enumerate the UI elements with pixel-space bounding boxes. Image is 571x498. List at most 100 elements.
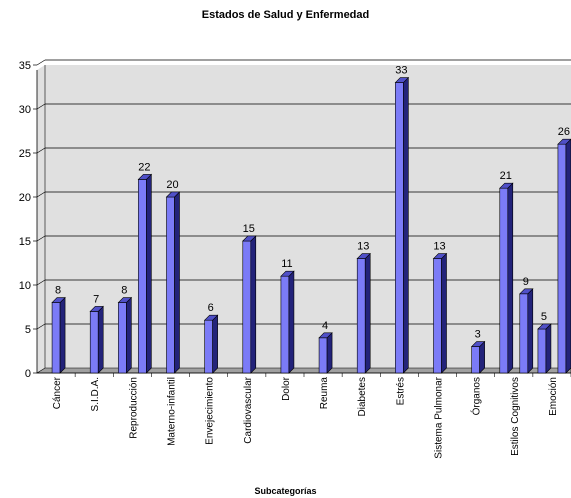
bar-top [117, 297, 133, 303]
gridline-depth [36, 103, 46, 110]
data-label: 4 [322, 320, 328, 332]
data-label: 9 [523, 276, 529, 288]
x-tick-label: Diabetes [357, 377, 368, 416]
bar-side [326, 332, 333, 374]
bar [204, 319, 213, 374]
bar-top [499, 182, 514, 189]
bar [242, 240, 252, 374]
bar-top [165, 191, 181, 198]
x-tick-label: Emoción [548, 377, 559, 416]
data-label: 13 [433, 241, 445, 253]
bar-top [470, 341, 486, 347]
plot-area [37, 65, 571, 373]
bar-top [137, 174, 153, 180]
data-label: 21 [500, 170, 512, 182]
x-tick-label: S.I.D.A. [90, 377, 101, 411]
bar [89, 311, 99, 374]
data-label: 22 [138, 161, 150, 173]
bar-side [507, 182, 514, 374]
x-tick-label: Sistema Pulmonar [434, 376, 445, 458]
data-label: 33 [395, 65, 407, 77]
bar-top [537, 323, 552, 330]
bar [166, 196, 175, 374]
bar-side [288, 270, 295, 374]
bar-side [250, 235, 257, 374]
gridline-depth [36, 147, 46, 154]
x-tick-label: Dolor [281, 376, 292, 401]
bar-side [545, 323, 552, 374]
bar-side [146, 173, 152, 374]
bar [471, 346, 480, 374]
y-tick-label: 10 [19, 280, 31, 292]
bar-top [394, 77, 410, 83]
gridline-depth [36, 59, 46, 66]
gridline-depth [36, 279, 46, 286]
data-label: 13 [357, 241, 369, 253]
x-tick-label: Estilos Cognitivos [510, 377, 521, 456]
data-label: 11 [281, 258, 292, 270]
bar-side [403, 76, 409, 374]
bar-top [203, 314, 219, 321]
bar [395, 82, 404, 374]
bar-top [519, 288, 534, 295]
x-axis-title: Subcategorías [254, 486, 317, 496]
bar-side [126, 296, 132, 374]
bar-side [527, 288, 534, 374]
bar-side [174, 191, 180, 374]
gridline-depth [36, 235, 46, 242]
y-tick-label: 15 [19, 236, 31, 248]
data-label: 3 [475, 329, 481, 341]
bar-side [212, 314, 218, 374]
bar [280, 275, 290, 374]
y-tick-label: 25 [19, 148, 31, 160]
bar [138, 179, 147, 374]
data-label: 5 [541, 311, 547, 323]
x-tick-label: Estrés [395, 377, 406, 405]
x-tick-label: Órganos [470, 377, 483, 415]
bar [537, 328, 547, 374]
plot-floor [35, 367, 571, 374]
bar-top [51, 297, 66, 303]
y-tick-label: 0 [25, 368, 31, 380]
bar-side [97, 305, 104, 374]
gridline-depth [36, 323, 46, 330]
bar-side [441, 252, 447, 374]
bar [557, 143, 567, 374]
bar-side [364, 252, 371, 374]
bar [433, 258, 442, 374]
data-label: 8 [121, 285, 127, 297]
bar-side [59, 296, 66, 374]
bar [318, 337, 328, 374]
data-label: 6 [208, 302, 214, 314]
bar [51, 302, 61, 374]
bar [118, 302, 127, 374]
x-tick-label: Materno-infantil [167, 377, 178, 446]
x-tick-label: Envejecimiento [205, 377, 216, 445]
bar-top [280, 270, 295, 277]
x-tick-label: Cardiovascular [243, 376, 254, 443]
gridline-depth [36, 191, 46, 198]
y-tick-label: 20 [19, 192, 31, 204]
data-label: 20 [166, 179, 178, 191]
x-tick-label: Cáncer [52, 376, 63, 409]
bar [499, 187, 509, 374]
data-label: 15 [243, 223, 255, 235]
bar-top [242, 235, 257, 242]
y-tick-label: 35 [19, 60, 31, 72]
x-tick-label: Reproducción [128, 377, 139, 439]
bar-side [565, 138, 571, 374]
bar [356, 258, 366, 374]
data-label: 7 [93, 293, 99, 305]
y-tick-label: 5 [25, 324, 31, 336]
chart-title: Estados de Salud y Enfermedad [201, 9, 370, 21]
bar [519, 293, 529, 374]
bar-side [479, 340, 485, 374]
y-tick-label: 30 [19, 104, 31, 116]
bar-top [356, 253, 371, 259]
data-label: 26 [558, 126, 570, 138]
bar-top [89, 306, 104, 312]
x-tick-label: Reuma [319, 377, 330, 410]
data-label: 8 [55, 285, 61, 297]
